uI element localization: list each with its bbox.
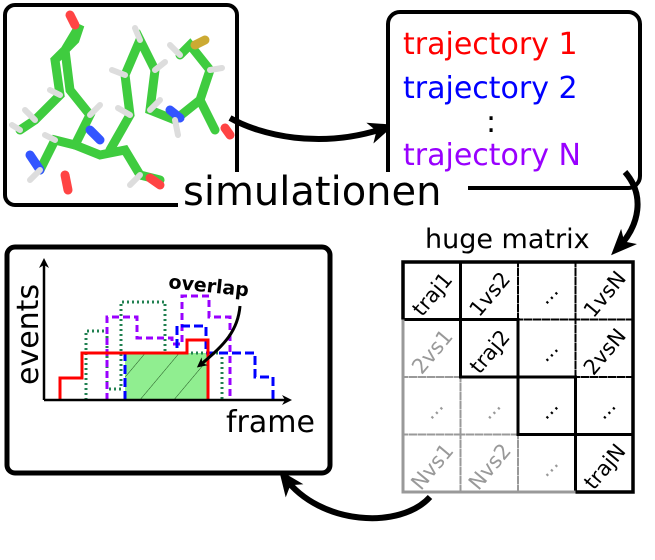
trajectory-1-label: trajectory 1 xyxy=(403,27,578,62)
matrix-cell-border xyxy=(574,318,634,378)
matrix-cell-label: 2vs1 xyxy=(407,325,458,379)
overlap-histogram-panel: events frame overlap xyxy=(4,244,333,476)
matrix-title: huge matrix xyxy=(425,224,590,255)
overlap-pointer-arrow xyxy=(196,305,242,368)
trajectory-2-label: trajectory 2 xyxy=(403,71,578,106)
matrix-cell-label: ... xyxy=(475,394,505,424)
matrix-cell-label: 2vsN xyxy=(579,324,631,380)
arrow-to-histogram xyxy=(279,469,433,522)
arrow-to-trajectories xyxy=(228,115,395,144)
matrix-cell-label: Nvs1 xyxy=(406,439,458,495)
y-axis-label: events xyxy=(11,284,46,385)
trajectories-panel: trajectory 1 trajectory 2 : trajectory N xyxy=(386,10,642,190)
matrix-cell-label: 1vsN xyxy=(579,266,631,322)
huge-matrix: traj1 1vs2... 1vsN 2vs1 traj2... 2vsN........… xyxy=(401,260,635,495)
histogram-red xyxy=(58,338,210,400)
trajectory-ellipsis: : xyxy=(486,105,496,140)
x-axis-label: frame xyxy=(226,405,315,440)
matrix-diagonal-cell xyxy=(516,375,577,436)
matrix-cell-label: ... xyxy=(533,279,563,309)
matrix-cell-label: traj2 xyxy=(465,325,515,378)
molecule-image xyxy=(9,10,235,195)
matrix-cell-border xyxy=(459,433,519,493)
histogram-green xyxy=(84,300,224,400)
simulation-label: simulationen xyxy=(183,169,441,215)
matrix-cell-label: ... xyxy=(418,394,448,424)
matrix-cell-label: Nvs2 xyxy=(464,439,516,495)
trajectory-n-label: trajectory N xyxy=(403,138,581,173)
matrix-cell-label: ... xyxy=(590,394,620,424)
molecule-panel xyxy=(3,3,239,207)
matrix-cell-label: ... xyxy=(533,336,563,366)
matrix-border-upper xyxy=(401,260,635,494)
matrix-diagonal-cell xyxy=(459,318,520,379)
matrix-border-lower xyxy=(401,319,576,494)
arrow-to-matrix xyxy=(611,170,641,256)
matrix-cell-label: ... xyxy=(533,451,563,481)
matrix-cell-label: 1vs2 xyxy=(465,267,516,321)
matrix-cell-label: traj1 xyxy=(407,268,457,321)
overlap-area xyxy=(125,353,208,400)
matrix-cell-label: ... xyxy=(533,394,563,424)
matrix-cell-label: trajN xyxy=(579,439,630,494)
